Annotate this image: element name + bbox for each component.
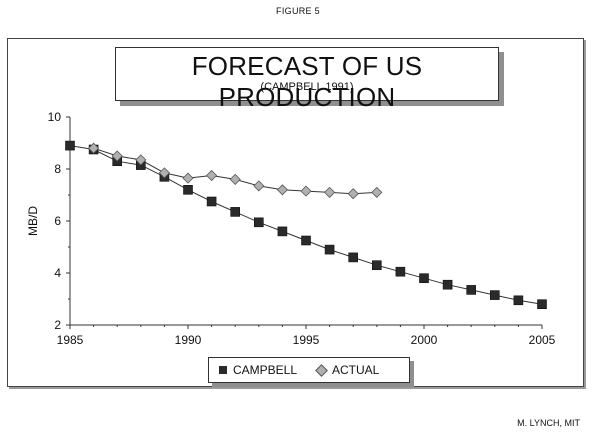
series-line-actual — [93, 147, 377, 195]
actual-point — [135, 154, 147, 166]
campbell-point — [324, 244, 335, 255]
actual-point — [111, 150, 123, 162]
x-tick-label: 1990 — [175, 333, 202, 347]
author-credit: M. LYNCH, MIT — [517, 418, 580, 428]
actual-point — [371, 186, 383, 198]
axes — [66, 116, 543, 329]
actual-point — [276, 184, 288, 196]
y-tick-label: 8 — [54, 162, 61, 176]
square-marker-icon — [219, 366, 227, 374]
x-tick-label: 2005 — [529, 333, 556, 347]
actual-point — [158, 167, 170, 179]
campbell-point — [65, 140, 75, 151]
campbell-point — [466, 285, 477, 295]
chart-subtitle: (CAMPBELL 1991) — [260, 81, 354, 93]
campbell-point — [301, 235, 311, 246]
campbell-point — [254, 217, 264, 228]
actual-point — [253, 180, 265, 192]
series-layer — [65, 140, 547, 310]
x-tick-label: 1985 — [57, 333, 84, 347]
chart-title-box: FORECAST OF US PRODUCTION (CAMPBELL 1991… — [115, 47, 499, 112]
legend-item-actual: ACTUAL — [315, 363, 379, 377]
y-tick-label: 10 — [48, 110, 62, 124]
y-axis-label: MB/D — [26, 206, 40, 236]
campbell-point — [537, 299, 547, 310]
actual-point — [347, 188, 359, 200]
campbell-point — [230, 207, 240, 217]
campbell-point — [371, 260, 382, 271]
campbell-point — [419, 273, 429, 284]
y-tick-label: 6 — [54, 214, 61, 228]
actual-point — [300, 185, 312, 197]
x-tick-label: 2000 — [411, 333, 438, 347]
campbell-point — [183, 185, 193, 195]
actual-point — [324, 186, 336, 198]
actual-point — [206, 169, 218, 182]
legend-label-actual: ACTUAL — [332, 363, 380, 377]
legend: CAMPBELL ACTUAL — [208, 357, 410, 383]
legend-item-campbell: CAMPBELL — [219, 363, 297, 377]
campbell-point — [277, 226, 288, 237]
actual-point — [229, 173, 241, 185]
axis-labels: 2 4 6 8 10 1985 1990 1995 2000 2005 MB/D — [26, 110, 556, 347]
actual-point — [182, 172, 194, 184]
figure-label: FIGURE 5 — [276, 6, 320, 16]
legend-label-campbell: CAMPBELL — [233, 363, 298, 377]
diamond-marker-icon — [315, 363, 328, 377]
campbell-point — [348, 252, 359, 263]
campbell-point — [395, 266, 406, 277]
x-tick-label: 1995 — [293, 333, 320, 347]
y-tick-label: 2 — [54, 318, 61, 332]
actual-point — [88, 142, 100, 154]
campbell-point — [206, 196, 217, 207]
campbell-point — [513, 295, 524, 306]
y-tick-label: 4 — [54, 266, 61, 280]
campbell-point — [442, 279, 453, 290]
chart-title: FORECAST OF US PRODUCTION — [191, 51, 423, 112]
campbell-point — [489, 290, 500, 300]
